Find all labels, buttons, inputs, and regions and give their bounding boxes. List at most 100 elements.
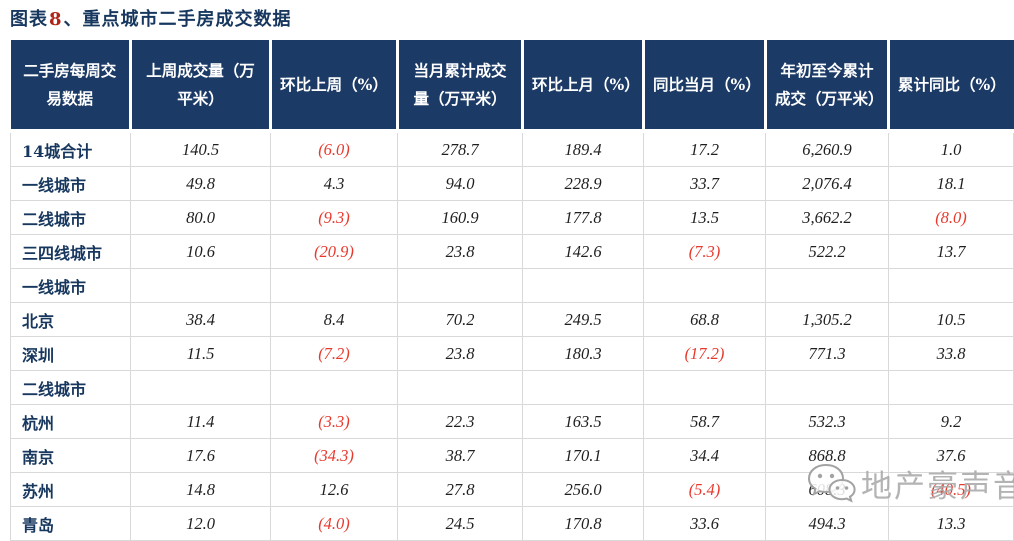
value-cell: 163.5: [522, 404, 644, 439]
value-cell: 23.8: [397, 336, 523, 371]
column-header-7: 累计同比（%）: [887, 40, 1014, 133]
table-header: 二手房每周交易数据 上周成交量（万平米） 环比上周（%） 当月累计成交量（万平米） 环比…: [10, 40, 1014, 133]
value-cell: 228.9: [522, 166, 644, 201]
value-cell: 608.3: [765, 472, 889, 507]
value-cell: 80.0: [130, 200, 271, 235]
value-cell: [888, 268, 1014, 303]
table-row: 14城合计 140.5 (6.0) 278.7 189.4 17.2 6,260.9 1.0: [10, 130, 1014, 167]
table-body: 14城合计 140.5 (6.0) 278.7 189.4 17.2 6,260.9 1.0 一…: [10, 130, 1014, 541]
value-cell: 12.0: [130, 506, 271, 541]
value-cell: (40.5): [888, 472, 1014, 507]
value-cell: 14.8: [130, 472, 271, 507]
table-row: 杭州 11.4 (3.3) 22.3 163.5 58.7 532.3 9.2: [10, 404, 1014, 439]
table-row: 深圳 11.5 (7.2) 23.8 180.3 (17.2) 771.3 33.8: [10, 336, 1014, 371]
value-cell: 180.3: [522, 336, 644, 371]
table-row: 一线城市 49.8 4.3 94.0 228.9 33.7 2,076.4 18.1: [10, 166, 1014, 201]
value-cell: 522.2: [765, 234, 889, 269]
table-row: 南京 17.6 (34.3) 38.7 170.1 34.4 868.8 37.6: [10, 438, 1014, 473]
value-cell: 11.4: [130, 404, 271, 439]
value-cell: (7.3): [643, 234, 766, 269]
value-cell: 17.6: [130, 438, 271, 473]
value-cell: 2,076.4: [765, 166, 889, 201]
value-cell: (6.0): [270, 130, 398, 167]
value-cell: [270, 268, 398, 303]
table-row: 北京 38.4 8.4 70.2 249.5 68.8 1,305.2 10.5: [10, 302, 1014, 337]
table-row: 一线城市: [10, 268, 1014, 303]
figure-title: 图表8、重点城市二手房成交数据: [10, 5, 292, 31]
value-cell: 256.0: [522, 472, 644, 507]
value-cell: (4.0): [270, 506, 398, 541]
value-cell: 170.1: [522, 438, 644, 473]
value-cell: 33.7: [643, 166, 766, 201]
value-cell: 170.8: [522, 506, 644, 541]
value-cell: 140.5: [130, 130, 271, 167]
column-header-0: 二手房每周交易数据: [10, 40, 131, 133]
value-cell: 38.4: [130, 302, 271, 337]
value-cell: 278.7: [397, 130, 523, 167]
value-cell: 13.7: [888, 234, 1014, 269]
value-cell: 532.3: [765, 404, 889, 439]
value-cell: 23.8: [397, 234, 523, 269]
value-cell: [888, 370, 1014, 405]
column-header-2: 环比上周（%）: [269, 40, 398, 133]
row-label: 杭州: [10, 404, 131, 439]
value-cell: 27.8: [397, 472, 523, 507]
value-cell: 249.5: [522, 302, 644, 337]
value-cell: 3,662.2: [765, 200, 889, 235]
value-cell: [643, 370, 766, 405]
value-cell: 68.8: [643, 302, 766, 337]
column-header-6: 年初至今累计成交（万平米）: [764, 40, 889, 133]
row-label: 一线城市: [10, 166, 131, 201]
value-cell: (5.4): [643, 472, 766, 507]
row-label: 一线城市: [10, 268, 131, 303]
value-cell: 1.0: [888, 130, 1014, 167]
value-cell: 17.2: [643, 130, 766, 167]
housing-table: 二手房每周交易数据 上周成交量（万平米） 环比上周（%） 当月累计成交量（万平米） 环比…: [10, 40, 1014, 541]
value-cell: 160.9: [397, 200, 523, 235]
column-header-1: 上周成交量（万平米）: [129, 40, 271, 133]
table-row: 苏州 14.8 12.6 27.8 256.0 (5.4) 608.3 (40.5): [10, 472, 1014, 507]
value-cell: 494.3: [765, 506, 889, 541]
value-cell: 1,305.2: [765, 302, 889, 337]
table-row: 青岛 12.0 (4.0) 24.5 170.8 33.6 494.3 13.3: [10, 506, 1014, 541]
value-cell: 13.3: [888, 506, 1014, 541]
value-cell: (8.0): [888, 200, 1014, 235]
value-cell: [397, 370, 523, 405]
value-cell: 189.4: [522, 130, 644, 167]
value-cell: [130, 268, 271, 303]
value-cell: 11.5: [130, 336, 271, 371]
value-cell: 13.5: [643, 200, 766, 235]
row-label: 14城合计: [10, 130, 131, 167]
column-header-5: 同比当月（%）: [642, 40, 766, 133]
figure-title-prefix: 图表: [10, 9, 48, 30]
value-cell: [522, 268, 644, 303]
table-row: 三四线城市 10.6 (20.9) 23.8 142.6 (7.3) 522.2 13.7: [10, 234, 1014, 269]
value-cell: 37.6: [888, 438, 1014, 473]
value-cell: 33.6: [643, 506, 766, 541]
value-cell: 10.5: [888, 302, 1014, 337]
table-row: 二线城市 80.0 (9.3) 160.9 177.8 13.5 3,662.2 (8.0): [10, 200, 1014, 235]
value-cell: (3.3): [270, 404, 398, 439]
value-cell: [765, 370, 889, 405]
row-label: 北京: [10, 302, 131, 337]
value-cell: 22.3: [397, 404, 523, 439]
row-label: 青岛: [10, 506, 131, 541]
value-cell: 9.2: [888, 404, 1014, 439]
value-cell: [397, 268, 523, 303]
value-cell: 58.7: [643, 404, 766, 439]
value-cell: 142.6: [522, 234, 644, 269]
value-cell: 33.8: [888, 336, 1014, 371]
value-cell: (17.2): [643, 336, 766, 371]
value-cell: 94.0: [397, 166, 523, 201]
table-row: 二线城市: [10, 370, 1014, 405]
value-cell: 177.8: [522, 200, 644, 235]
value-cell: (9.3): [270, 200, 398, 235]
value-cell: (20.9): [270, 234, 398, 269]
column-header-3: 当月累计成交量（万平米）: [396, 40, 523, 133]
row-label: 深圳: [10, 336, 131, 371]
value-cell: 18.1: [888, 166, 1014, 201]
value-cell: [130, 370, 271, 405]
value-cell: 12.6: [270, 472, 398, 507]
value-cell: 49.8: [130, 166, 271, 201]
value-cell: 868.8: [765, 438, 889, 473]
